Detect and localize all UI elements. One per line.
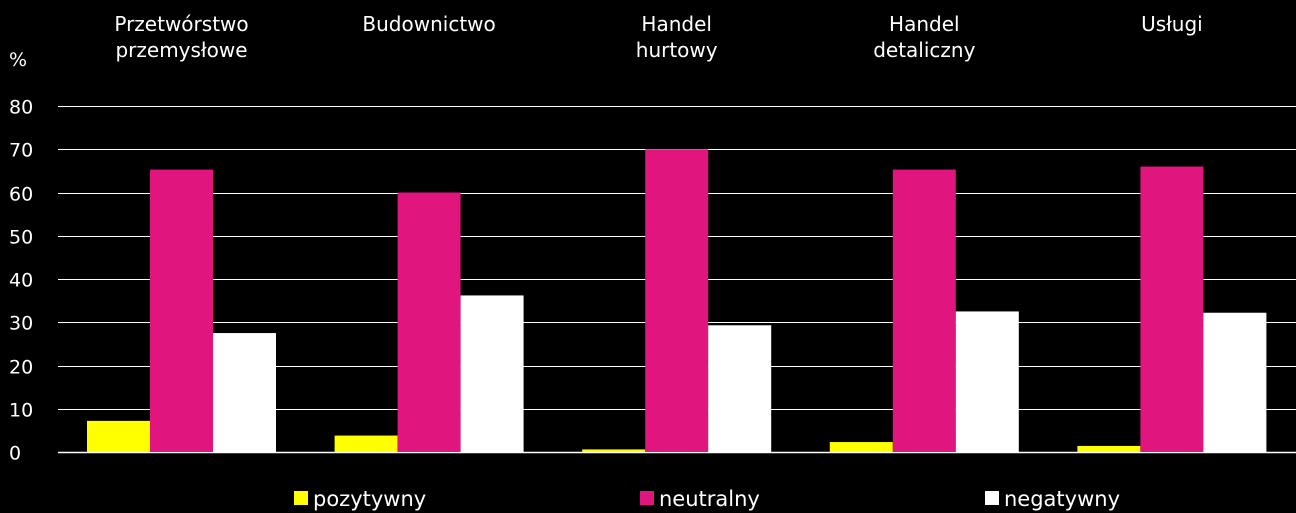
legend-swatch-neutralny xyxy=(640,491,654,505)
bar-pozytywny xyxy=(1077,445,1141,452)
y-unit-label: % xyxy=(9,49,27,71)
bar-negatywny xyxy=(460,295,524,452)
y-tick-label: 10 xyxy=(9,400,33,422)
legend-label-pozytywny: pozytywny xyxy=(313,487,426,511)
bar-pozytywny xyxy=(829,442,893,452)
bar-neutralny xyxy=(645,149,709,452)
bar-pozytywny xyxy=(87,420,150,452)
bar-negatywny xyxy=(955,311,1019,452)
y-axis: % 0 10 20 30 40 50 60 70 80 xyxy=(9,49,33,465)
category-label: Usługi xyxy=(1141,12,1203,36)
bar-pozytywny xyxy=(582,449,646,452)
legend-swatch-negatywny xyxy=(985,491,999,505)
category-label: Handel detaliczny xyxy=(873,12,975,62)
category-label: Przetwórstwo przemysłowe xyxy=(114,12,248,62)
category-labels: Przetwórstwo przemysłowe Budownictwo Handel… xyxy=(114,12,1202,62)
bar-negatywny xyxy=(708,325,772,452)
y-tick-label: 70 xyxy=(9,140,33,162)
y-tick-label: 0 xyxy=(9,443,21,465)
bar-negatywny xyxy=(1203,312,1267,452)
y-tick-label: 30 xyxy=(9,313,33,335)
bars xyxy=(87,149,1267,453)
y-tick-label: 50 xyxy=(9,227,33,249)
y-tick-label: 60 xyxy=(9,184,33,206)
legend: pozytywny neutralny negatywny xyxy=(294,487,1120,511)
legend-swatch-pozytywny xyxy=(294,491,308,505)
category-label: Budownictwo xyxy=(362,12,495,36)
y-tick-label: 20 xyxy=(9,357,33,379)
legend-label-neutralny: neutralny xyxy=(659,487,760,511)
bar-negatywny xyxy=(213,333,276,452)
bar-neutralny xyxy=(1140,166,1204,453)
legend-label-negatywny: negatywny xyxy=(1004,487,1120,511)
bar-neutralny xyxy=(397,192,461,452)
category-label: Handel hurtowy xyxy=(636,12,718,62)
bar-neutralny xyxy=(150,169,213,452)
y-tick-label: 80 xyxy=(9,97,33,119)
y-tick-label: 40 xyxy=(9,270,33,292)
bar-pozytywny xyxy=(334,435,398,452)
bar-neutralny xyxy=(892,169,956,452)
